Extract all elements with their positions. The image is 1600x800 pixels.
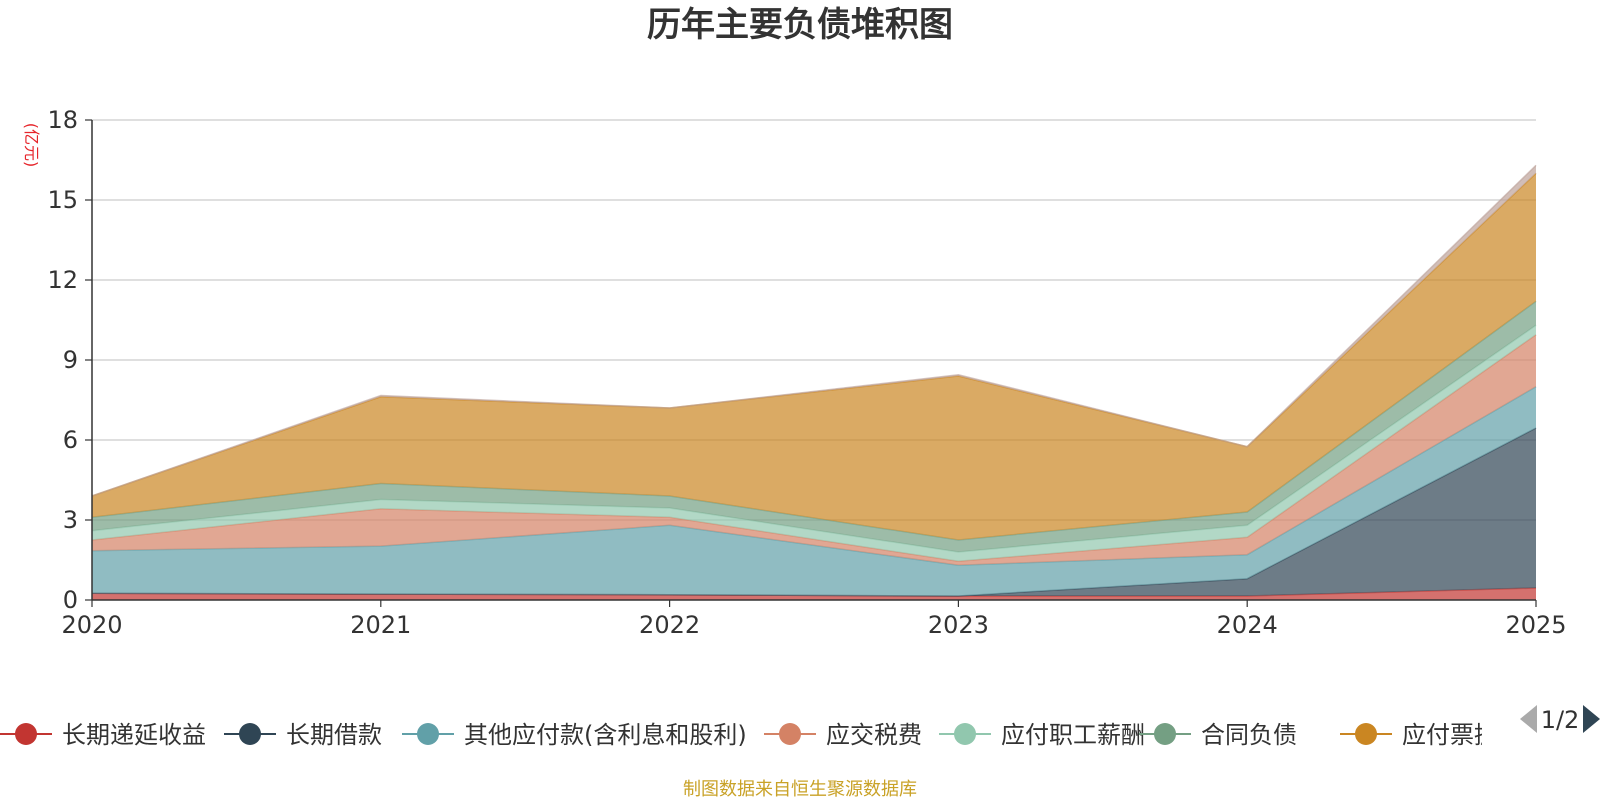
y-tick-label: 15 [47, 186, 78, 214]
x-tick-labels: 2020 2021 2022 2023 2024 2025 [61, 611, 1566, 639]
x-tick-label: 2022 [639, 611, 700, 639]
legend-dot-icon [239, 723, 261, 745]
y-tick-label: 3 [63, 506, 78, 534]
legend-item-应付职工薪酬[interactable]: 应付职工薪酬 [939, 721, 1145, 749]
legend-items: 长期递延收益 长期借款 其他应付款(含利息和股利) 应交税费 应付职工薪酬 合同负债 应付票… [0, 721, 1498, 749]
x-tick-label: 2021 [350, 611, 411, 639]
area-长期递延收益 [92, 588, 1536, 600]
chart-title: 历年主要负债堆积图 [647, 5, 953, 45]
legend-item-应付票据[interactable]: 应付票据 [1340, 721, 1498, 749]
legend-dot-icon [954, 723, 976, 745]
legend-pager: 1/2 [1520, 705, 1600, 734]
area-长期借款 [92, 428, 1536, 596]
area-series-group [91, 164, 1537, 600]
area-应交税费 [92, 334, 1536, 566]
legend-label: 其他应付款(含利息和股利) [464, 721, 747, 749]
axes [91, 120, 1537, 607]
x-tick-label: 2025 [1505, 611, 1566, 639]
legend-next-arrow-icon[interactable] [1583, 705, 1600, 733]
legend-label: 应付票据 [1402, 721, 1498, 749]
legend-prev-arrow-icon[interactable] [1520, 705, 1537, 733]
legend-label: 长期递延收益 [62, 721, 206, 749]
legend-item-合同负债[interactable]: 合同负债 [1139, 721, 1297, 749]
legend-label: 应付职工薪酬 [1001, 721, 1145, 749]
legend-item-其他应付款(含利息和股利)[interactable]: 其他应付款(含利息和股利) [402, 721, 747, 749]
y-tick-label: 12 [47, 266, 78, 294]
legend-item-应交税费[interactable]: 应交税费 [764, 721, 922, 749]
x-tick-label: 2020 [61, 611, 122, 639]
legend-item-长期借款[interactable]: 长期借款 [224, 721, 382, 749]
y-tick-label: 0 [63, 586, 78, 614]
y-tick-label: 9 [63, 346, 78, 374]
area-应付票据 [92, 173, 1536, 541]
source-note: 制图数据来自恒生聚源数据库 [683, 779, 917, 800]
legend-page-indicator: 1/2 [1541, 706, 1580, 734]
y-tick-label: 18 [47, 106, 78, 134]
area-合同负债 [92, 301, 1536, 552]
legend-label: 合同负债 [1201, 721, 1297, 749]
series-line-其他 [91, 164, 1537, 497]
legend-dot-icon [417, 723, 439, 745]
legend-label: 长期借款 [286, 721, 382, 749]
area-其他应付款(含利息和股利) [92, 386, 1536, 596]
legend-label: 应交税费 [826, 721, 922, 749]
legend-dot-icon [15, 723, 37, 745]
legend-dot-icon [1154, 723, 1176, 745]
legend-dot-icon [1355, 723, 1377, 745]
x-tick-label: 2024 [1217, 611, 1278, 639]
legend-dot-icon [779, 723, 801, 745]
y-tick-labels: 0 3 6 9 12 15 18 [47, 106, 78, 614]
x-tick-label: 2023 [928, 611, 989, 639]
y-tick-label: 6 [63, 426, 78, 454]
y-axis-unit-label: (亿元) [22, 123, 41, 168]
legend: 长期递延收益 长期借款 其他应付款(含利息和股利) 应交税费 应付职工薪酬 合同负债 应付票… [0, 721, 1498, 749]
legend-item-长期递延收益[interactable]: 长期递延收益 [0, 721, 206, 749]
